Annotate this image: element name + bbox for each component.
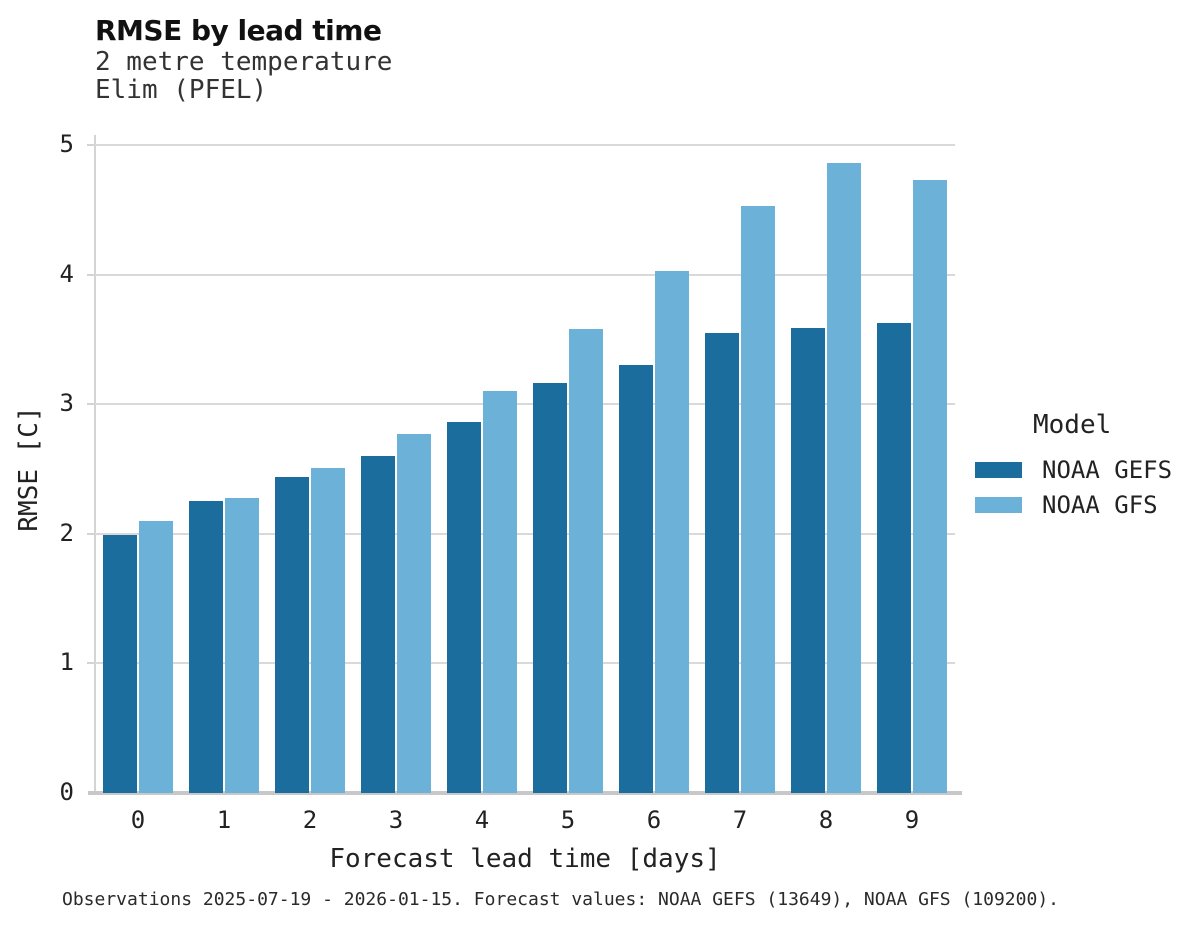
y-tick-mark-4 xyxy=(87,273,95,276)
x-tick-label-8: 8 xyxy=(818,806,834,834)
legend-title: Model xyxy=(1033,410,1112,440)
chart-subtitle-variable: 2 metre temperature xyxy=(95,47,393,77)
y-tick-label-0: 0 xyxy=(59,778,74,806)
gridline-y-4 xyxy=(95,273,955,276)
y-tick-label-2: 2 xyxy=(59,518,74,547)
bar-noaa-gefs-lead-4 xyxy=(447,422,481,793)
legend-label: NOAA GEFS xyxy=(1042,455,1173,484)
gridline-y-5 xyxy=(95,144,955,146)
bar-noaa-gfs-lead-3 xyxy=(397,434,431,793)
gridline-y-1 xyxy=(95,662,955,665)
chart-subtitle-station: Elim (PFEL) xyxy=(95,75,268,105)
bar-noaa-gfs-lead-7 xyxy=(741,205,775,793)
x-tick-label-2: 2 xyxy=(302,806,318,834)
bar-noaa-gefs-lead-8 xyxy=(791,327,825,793)
bar-noaa-gefs-lead-2 xyxy=(275,476,309,793)
legend-swatch xyxy=(975,461,1022,478)
legend: Model NOAA GEFS NOAA GFS xyxy=(975,410,1172,522)
legend-rows: NOAA GEFS NOAA GFS xyxy=(975,452,1172,522)
bar-noaa-gfs-lead-1 xyxy=(225,497,259,793)
y-axis-spine xyxy=(94,135,96,795)
bar-noaa-gefs-lead-3 xyxy=(361,456,395,793)
x-tick-label-0: 0 xyxy=(130,806,146,834)
x-tick-label-1: 1 xyxy=(216,806,232,834)
bar-noaa-gfs-lead-9 xyxy=(913,180,947,793)
bar-noaa-gfs-lead-6 xyxy=(655,270,689,793)
bar-noaa-gfs-lead-5 xyxy=(569,329,603,793)
legend-item-noaa-gefs: NOAA GEFS xyxy=(975,452,1172,487)
bar-noaa-gfs-lead-8 xyxy=(827,163,861,793)
bar-noaa-gefs-lead-0 xyxy=(103,535,137,793)
bar-noaa-gfs-lead-4 xyxy=(483,391,517,793)
bar-noaa-gefs-lead-1 xyxy=(189,501,223,793)
bar-noaa-gefs-lead-6 xyxy=(619,365,653,793)
gridline-y-2 xyxy=(95,532,955,535)
legend-item-noaa-gfs: NOAA GFS xyxy=(975,487,1172,522)
x-tick-label-5: 5 xyxy=(560,806,576,834)
bar-noaa-gfs-lead-0 xyxy=(139,520,173,793)
y-tick-label-5: 5 xyxy=(59,130,74,158)
x-tick-label-9: 9 xyxy=(904,806,920,834)
y-tick-mark-3 xyxy=(87,403,95,406)
y-tick-mark-1 xyxy=(87,662,95,665)
y-tick-label-4: 4 xyxy=(59,259,74,288)
legend-label: NOAA GFS xyxy=(1042,490,1158,519)
y-tick-mark-5 xyxy=(87,144,95,146)
x-tick-label-6: 6 xyxy=(646,806,662,834)
plot-area xyxy=(87,144,955,793)
x-axis-title: Forecast lead time [days] xyxy=(329,844,721,874)
chart-title: RMSE by lead time xyxy=(95,14,382,47)
y-tick-mark-2 xyxy=(87,532,95,535)
x-tick-label-3: 3 xyxy=(388,806,404,834)
y-tick-label-3: 3 xyxy=(59,389,74,418)
bar-noaa-gefs-lead-9 xyxy=(877,322,911,793)
footer-caption: Observations 2025-07-19 - 2026-01-15. Fo… xyxy=(62,889,1059,910)
gridline-y-3 xyxy=(95,403,955,406)
chart-header: RMSE by lead time 2 metre temperature El… xyxy=(95,14,392,104)
x-axis-line xyxy=(88,791,962,795)
bar-noaa-gefs-lead-5 xyxy=(533,383,567,793)
bar-noaa-gefs-lead-7 xyxy=(705,332,739,793)
x-tick-label-7: 7 xyxy=(732,806,748,834)
bar-noaa-gfs-lead-2 xyxy=(311,467,345,793)
y-tick-label-1: 1 xyxy=(59,648,74,677)
legend-swatch xyxy=(975,496,1022,513)
x-tick-label-4: 4 xyxy=(474,806,490,834)
